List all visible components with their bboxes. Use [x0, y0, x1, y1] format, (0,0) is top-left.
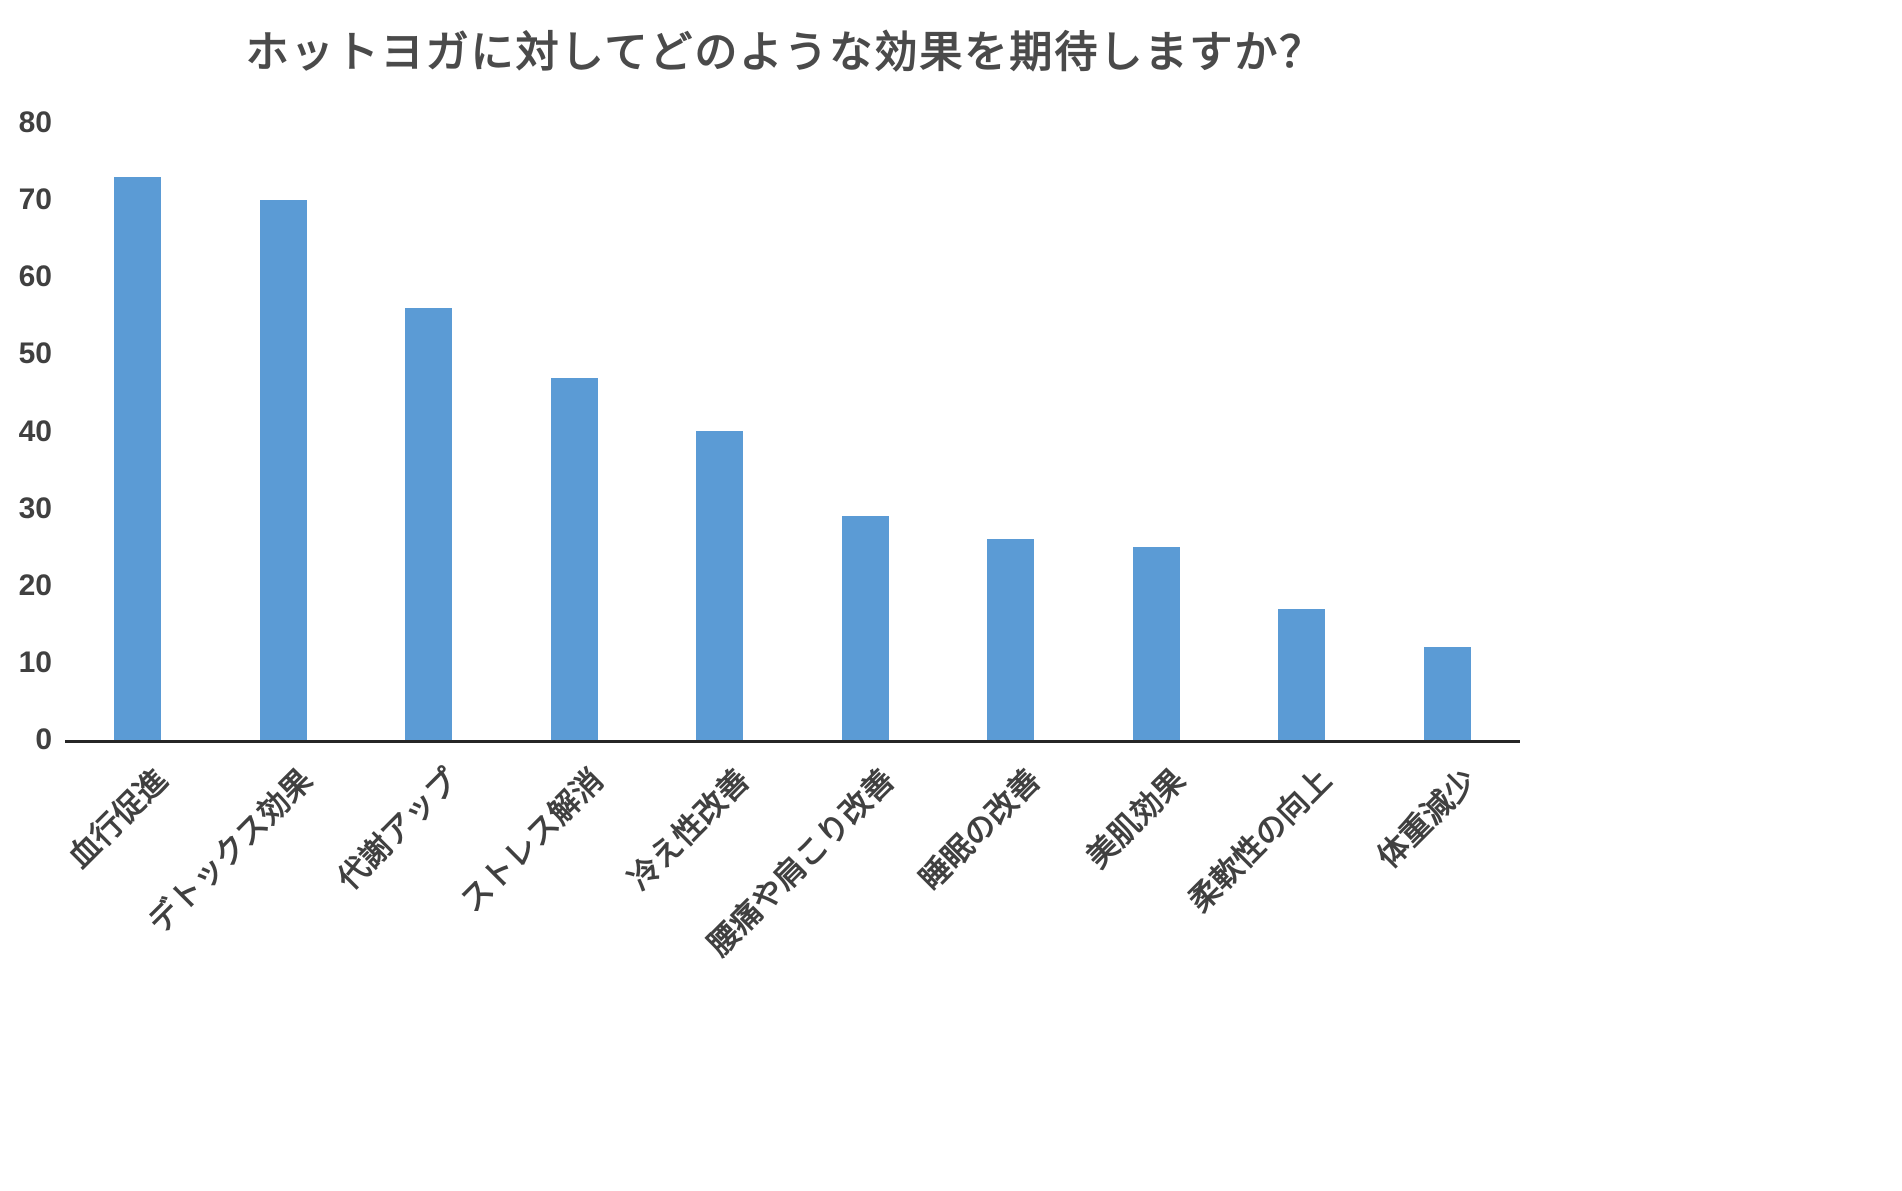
bar — [259, 200, 307, 740]
bar — [1278, 609, 1326, 740]
y-axis: 0 10 20 30 40 50 60 70 80 — [0, 108, 58, 755]
x-axis-label: ストレス解消 — [454, 762, 611, 919]
y-tick-label: 10 — [18, 645, 52, 679]
x-axis-label: 冷え性改善 — [621, 762, 756, 897]
x-axis-label: 美肌効果 — [1079, 762, 1193, 875]
y-tick-label: 70 — [18, 183, 52, 217]
x-axis-label: 睡眠の改善 — [912, 762, 1047, 897]
bar — [987, 539, 1035, 740]
y-tick-label: 40 — [18, 414, 52, 448]
bar — [114, 177, 162, 740]
bar — [841, 516, 889, 740]
bar — [696, 431, 744, 740]
bar — [550, 378, 598, 740]
chart-title: ホットヨガに対してどのような効果を期待しますか？ — [245, 29, 1325, 77]
x-axis-labels: 血行促進 デトックス効果 代謝アップ ストレス解消 冷え性改善 腰痛や肩こり改善 睡眠の改善… — [61, 757, 1520, 1157]
bar — [405, 308, 453, 740]
x-axis-label: 柔軟性の向上 — [1181, 762, 1338, 919]
x-axis-label: 腰痛や肩こり改善 — [701, 762, 902, 963]
y-tick-label: 20 — [18, 568, 52, 602]
plot-area — [65, 123, 1520, 743]
y-tick-label: 30 — [18, 491, 52, 525]
y-tick-label: 50 — [18, 337, 52, 371]
x-axis-label: 代謝アップ — [330, 762, 465, 897]
bar — [1423, 647, 1471, 740]
y-tick-label: 60 — [18, 260, 52, 294]
bar — [1132, 547, 1180, 740]
x-axis-label: デトックス効果 — [141, 762, 320, 940]
y-tick-label: 0 — [35, 723, 52, 756]
y-tick-label: 80 — [18, 106, 52, 139]
x-axis-label: 体重減少 — [1370, 762, 1484, 875]
